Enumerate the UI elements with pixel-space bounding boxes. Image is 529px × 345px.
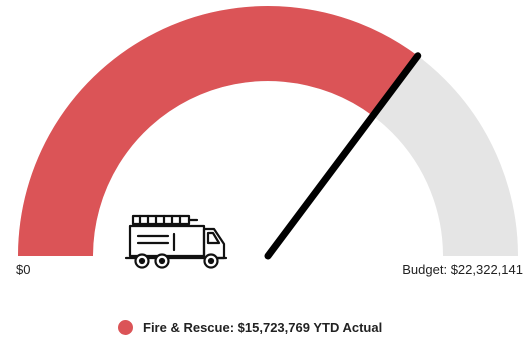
gauge-chart <box>18 6 518 269</box>
legend-marker <box>118 320 133 335</box>
legend: Fire & Rescue: $15,723,769 YTD Actual <box>118 320 382 335</box>
legend-value: $15,723,769 <box>237 320 310 335</box>
legend-series-name: Fire & Rescue <box>143 320 230 335</box>
legend-label: Fire & Rescue: $15,723,769 YTD Actual <box>143 320 383 335</box>
legend-suffix: YTD Actual <box>313 320 383 335</box>
gauge-max-label: Budget: $22,322,141 <box>402 262 523 277</box>
gauge-needle <box>264 52 422 260</box>
gauge-value-arc <box>18 6 418 257</box>
fire-truck-icon <box>124 214 228 269</box>
gauge-min-label: $0 <box>16 262 31 277</box>
